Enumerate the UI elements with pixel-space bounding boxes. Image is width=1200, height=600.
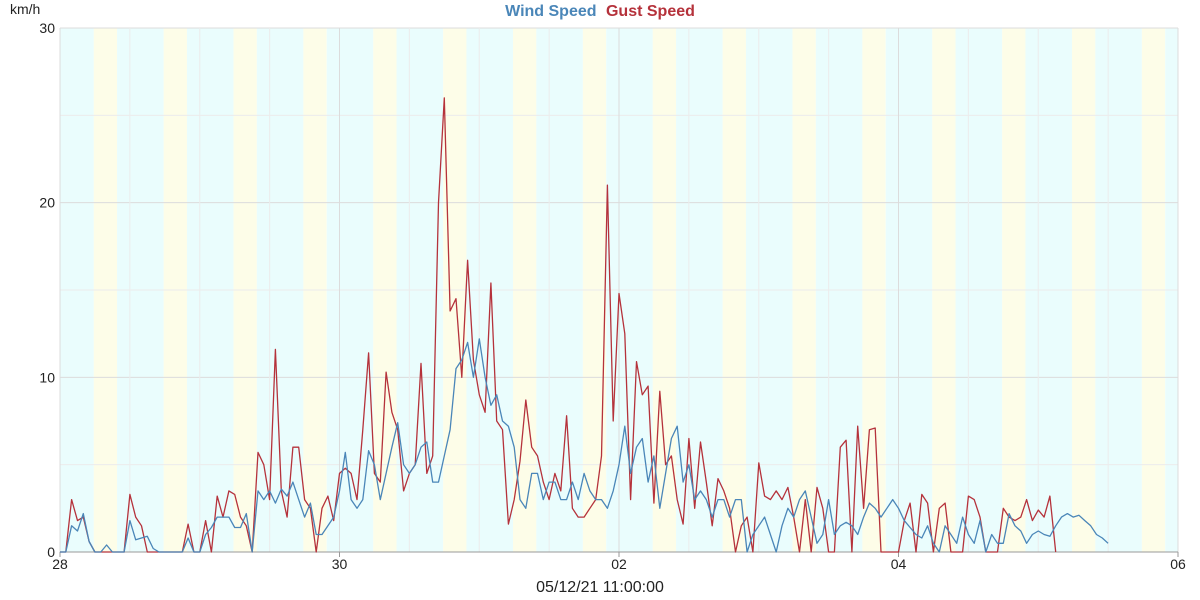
footer-timestamp: 05/12/21 11:00:00 [536, 579, 664, 596]
legend-gust-speed: Gust Speed [606, 3, 695, 20]
x-tick-label-0: 28 [52, 556, 68, 572]
gust-speed-line-segment-0 [60, 97, 1057, 553]
y-axis-unit-label: km/h [10, 1, 40, 17]
x-tick-label-4: 06 [1170, 556, 1186, 572]
y-tick-label-2: 20 [39, 195, 55, 211]
series-lines [60, 97, 1109, 553]
y-tick-label-3: 30 [39, 20, 55, 36]
legend-wind-speed: Wind Speed [505, 3, 596, 20]
x-tick-label-3: 04 [891, 556, 907, 572]
legend-text: Wind Speed Gust Speed [505, 3, 695, 20]
x-tick-label-2: 02 [611, 556, 627, 572]
y-tick-label-1: 10 [39, 369, 55, 385]
legend: Wind Speed Gust Speed [505, 3, 695, 20]
y-tick-label-0: 0 [47, 544, 55, 560]
wind-speed-line-segment-0 [60, 338, 1109, 553]
x-tick-label-1: 30 [332, 556, 348, 572]
